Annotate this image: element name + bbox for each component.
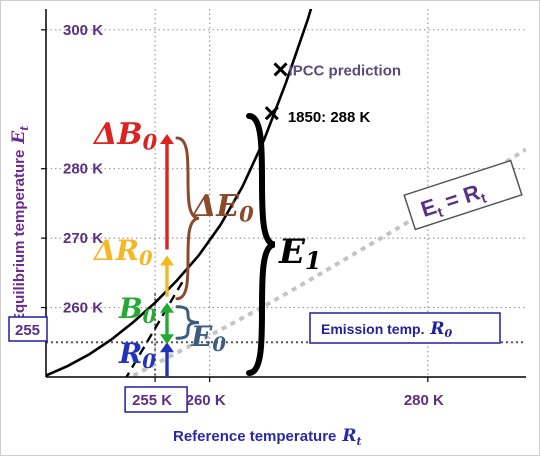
arrow-tail-head-B [160, 334, 174, 345]
axes [41, 9, 526, 382]
identity-rhs: R [460, 179, 483, 208]
x-axis-title-symbol: R [336, 426, 356, 446]
arrow-label-dR: ΔR0 [92, 234, 153, 270]
brace-label-E1-symbol: E [278, 232, 306, 272]
marker-label-ipcc: IPCC prediction [289, 62, 402, 79]
left-255-label: 255 [15, 322, 40, 339]
marker-label-1850: 1850: 288 K [288, 109, 371, 126]
arrow-head-dB [160, 133, 174, 144]
brace-label-E1-sub: 1 [305, 247, 322, 275]
brace-label-E0-symbol: E [190, 320, 213, 353]
y-tick-label-0: 260 K [63, 300, 103, 317]
left-255-box [8, 316, 48, 342]
arrow-label-dR-sub: 0 [139, 247, 153, 270]
arrow-label-R-symbol: R [118, 337, 142, 370]
marker-x-0 [264, 106, 279, 121]
brace-label-E0-sub: 0 [212, 333, 226, 356]
brace-E0 [175, 305, 200, 340]
y-tick-label-2: 280 K [63, 161, 103, 178]
x-tick-label-1: 260 K [186, 392, 226, 409]
x-tick-box-255 [124, 386, 188, 413]
identity-box [403, 159, 523, 231]
emission-sub: 0 [445, 327, 453, 340]
emission-box [309, 312, 501, 344]
annotations [160, 62, 288, 377]
emission-label: Emission temp. R0 [321, 319, 453, 340]
arrow-label-B-sub: 0 [143, 305, 157, 328]
identity-callout: Et = Rt [403, 159, 523, 231]
arrow-head-dR [160, 255, 174, 266]
brace-label-E0: E0 [190, 320, 226, 356]
x-tick-label-0: 255 K [132, 392, 172, 409]
series-line-dashed [125, 277, 186, 377]
brace-label-dE0: ΔE0 [191, 189, 254, 226]
arrow-label-dB: ΔB0 [92, 117, 158, 154]
identity-rhs-sub: t [479, 189, 489, 206]
arrow-label-R-sub: 0 [142, 350, 156, 373]
brace-label-dE0-sub: 0 [239, 201, 254, 226]
y-tick-label-1: 270 K [63, 230, 103, 247]
identity-lhs-sub: t [435, 203, 445, 220]
arrow-label-dB-sub: 0 [143, 129, 158, 154]
labels: 260 K 270 K 280 K 300 K 255 K 260 K 280 K Refer… [8, 22, 523, 448]
emission-symbol: R [424, 319, 444, 339]
arrow-label-R: R0 [118, 337, 156, 373]
brace-label-E1: E1 [278, 232, 321, 275]
y-axis-title-text: Equilibrium temperature [11, 150, 28, 323]
identity-text: Et = Rt [418, 178, 489, 225]
y-axis-title-symbol: E [9, 130, 29, 150]
series-line-dotted-gray [132, 147, 526, 377]
arrow-label-B-symbol: B [118, 292, 143, 325]
y-axis-title-sub: t [18, 126, 31, 131]
arrow-head-R [160, 342, 174, 353]
brace-dE0 [175, 136, 200, 301]
brace-label-dE0-symbol: ΔE [191, 189, 240, 224]
arrow-label-dR-symbol: ΔR [92, 234, 139, 267]
brace-E1 [246, 113, 277, 376]
marker-x-1 [273, 62, 288, 77]
x-axis-title: Reference temperature Rt [173, 426, 362, 448]
y-axis-title: Equilibrium temperature Et [9, 126, 31, 323]
x-tick-label-2: 280 K [404, 392, 444, 409]
x-axis-title-text: Reference temperature [173, 428, 336, 445]
arrow-label-dB-symbol: ΔB [92, 117, 143, 152]
x-axis-title-sub: t [356, 435, 361, 448]
y-tick-label-3: 300 K [63, 22, 103, 39]
emission-label-text: Emission temp. [321, 321, 424, 337]
arrow-head-B [160, 302, 174, 313]
arrow-label-B: B0 [118, 292, 157, 328]
